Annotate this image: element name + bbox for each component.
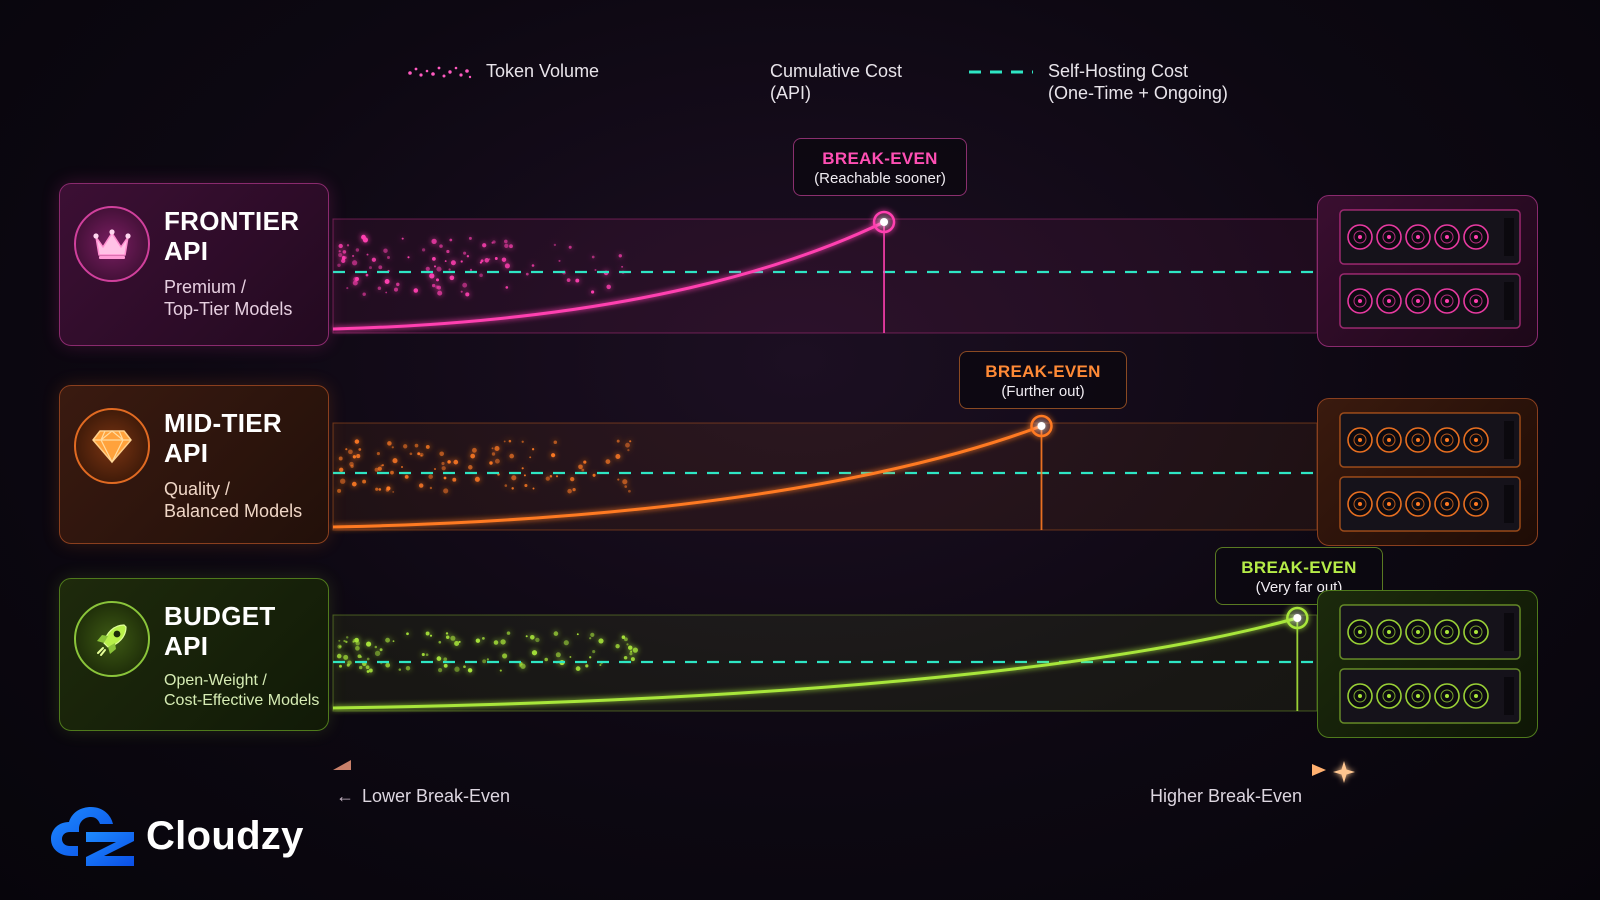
tier-name-frontier-line1: FRONTIER [164, 206, 300, 236]
cloudzy-logo-icon [51, 807, 134, 866]
axis-left: ← Lower Break-Even [336, 786, 510, 807]
tier-name-frontier-line2: API [164, 236, 209, 266]
lane-band-mid [332, 422, 1318, 531]
legend-token-volume: Token Volume [406, 60, 599, 82]
break-even-sub-frontier: (Reachable sooner) [814, 170, 946, 187]
tier-name-frontier: FRONTIER API [164, 206, 328, 266]
break-even-callout-frontier: BREAK-EVEN (Reachable sooner) [793, 138, 967, 196]
tier-desc-mid: Quality / Balanced Models [164, 478, 328, 522]
tier-name-budget: BUDGET API [164, 601, 328, 661]
lane-band-frontier [332, 218, 1318, 334]
break-even-title-mid: BREAK-EVEN [985, 362, 1101, 381]
legend-cumulative-cost: Cumulative Cost (API) [690, 60, 902, 104]
tier-desc-mid-line1: Quality / [164, 479, 231, 499]
self-hosting-swatch-icon [969, 70, 1033, 74]
crown-icon [74, 206, 150, 282]
token-volume-particles-frontier [337, 234, 625, 297]
tier-desc-frontier: Premium / Top-Tier Models [164, 276, 328, 320]
tier-desc-mid-line2: Balanced Models [164, 501, 303, 521]
gpu-server-mid-icon [1317, 398, 1538, 546]
tier-desc-frontier-line1: Premium / [164, 277, 247, 297]
token-volume-swatch-icon [408, 66, 472, 79]
cumulative-cost-curve-budget [332, 616, 1298, 710]
legend-cumulative-cost-line1: Cumulative Cost [770, 61, 903, 81]
tier-desc-budget-line1: Open-Weight / [164, 672, 267, 689]
lane-mid [332, 414, 1318, 531]
sparkle-icon [1333, 761, 1355, 783]
tier-name-budget-line2: API [164, 631, 209, 661]
break-even-marker-budget [1286, 606, 1309, 630]
brand-logo: Cloudzy [48, 804, 304, 868]
tier-card-frontier: FRONTIER API Premium / Top-Tier Models [59, 183, 329, 346]
token-volume-particles-mid [337, 439, 632, 494]
axis-left-arrow-icon [333, 760, 351, 770]
tier-name-mid-line2: API [164, 438, 209, 468]
legend-token-volume-label: Token Volume [486, 61, 600, 81]
lane-budget [332, 606, 1318, 712]
legend: Token Volume Cumulative Cost (API) Self-… [0, 60, 1600, 120]
break-even-sub-mid: (Further out) [1001, 383, 1085, 400]
tier-card-budget: BUDGET API Open-Weight / Cost-Effective … [59, 578, 329, 731]
gpu-server-frontier-icon [1317, 195, 1538, 347]
tier-name-mid: MID-TIER API [164, 408, 328, 468]
diamond-icon [74, 408, 150, 484]
tier-name-mid-line1: MID-TIER [164, 408, 282, 438]
cumulative-cost-curve-frontier [332, 220, 885, 331]
legend-cumulative-cost-line2: (API) [770, 83, 812, 103]
break-even-title-frontier: BREAK-EVEN [822, 149, 938, 168]
left-arrow-icon: ← [336, 786, 354, 806]
legend-self-hosting-line1: Self-Hosting Cost [1048, 61, 1189, 81]
axis-right-label: Higher Break-Even [1150, 786, 1303, 806]
legend-self-hosting: Self-Hosting Cost (One-Time + Ongoing) [968, 60, 1228, 104]
cumulative-cost-swatch-icon [691, 70, 755, 74]
rocket-icon [74, 601, 150, 677]
tier-card-mid: MID-TIER API Quality / Balanced Models [59, 385, 329, 544]
tier-name-budget-line1: BUDGET [164, 601, 276, 631]
break-even-marker-mid [1030, 414, 1053, 438]
tier-desc-budget-line2: Cost-Effective Models [164, 692, 320, 709]
legend-self-hosting-line2: (One-Time + Ongoing) [1048, 83, 1228, 103]
break-even-axis [333, 760, 1355, 783]
tier-desc-budget: Open-Weight / Cost-Effective Models [164, 671, 328, 711]
tier-desc-frontier-line2: Top-Tier Models [164, 299, 293, 319]
lane-frontier [332, 210, 1318, 334]
break-even-marker-frontier [872, 210, 896, 234]
cumulative-cost-curve-mid [332, 424, 1043, 529]
axis-right-arrow-icon [1312, 764, 1326, 776]
gpu-server-budget-icon [1317, 590, 1538, 738]
axis-left-label: Lower Break-Even [362, 786, 511, 806]
break-even-callout-mid: BREAK-EVEN (Further out) [959, 351, 1127, 409]
brand-name: Cloudzy [146, 813, 304, 858]
break-even-title-budget: BREAK-EVEN [1241, 558, 1357, 577]
